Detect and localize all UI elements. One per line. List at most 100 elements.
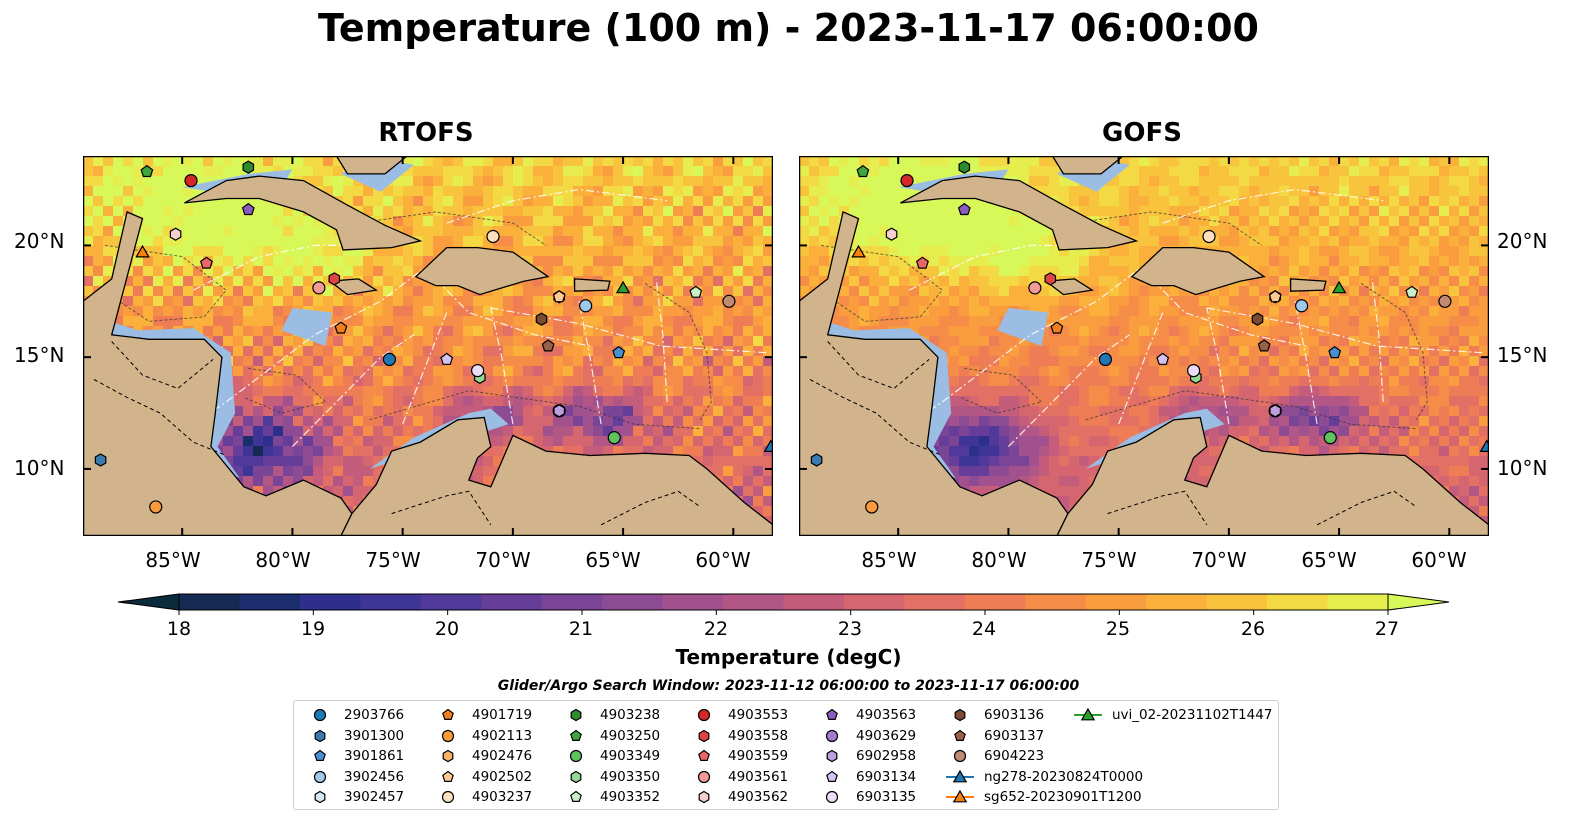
bathymetry-contour (1360, 282, 1428, 421)
legend-symbol[interactable] (825, 790, 839, 804)
legend-symbol[interactable] (442, 708, 454, 720)
legend-symbol[interactable] (314, 729, 326, 742)
float-marker-4903250[interactable] (140, 164, 154, 178)
legend-symbol[interactable] (570, 770, 582, 783)
float-marker-6904223[interactable] (722, 294, 736, 308)
legend-symbol[interactable] (314, 749, 326, 761)
legend-symbol[interactable] (698, 790, 710, 804)
float-marker-3902456[interactable] (1295, 299, 1309, 313)
float-marker-6902958[interactable] (553, 404, 565, 418)
float-marker-4902502[interactable] (552, 290, 566, 303)
float-marker-4903558[interactable] (328, 272, 341, 286)
figure-title: Temperature (100 m) - 2023-11-17 06:00:0… (317, 6, 1259, 50)
panel-title-gofs: GOFS (1102, 118, 1182, 148)
gofs-map[interactable] (799, 156, 1489, 536)
float-marker-6903135[interactable] (1187, 363, 1201, 378)
float-marker-4903563[interactable] (241, 202, 255, 216)
float-marker-4903349[interactable] (607, 431, 621, 445)
float-marker-4903238[interactable] (958, 160, 971, 174)
bathymetry-contour (243, 367, 327, 414)
float-marker-4903559[interactable] (915, 256, 929, 269)
float-marker-3901300[interactable] (810, 453, 823, 467)
legend-symbol[interactable] (570, 708, 582, 722)
legend-symbol[interactable] (570, 790, 582, 802)
float-marker-4903561[interactable] (312, 281, 326, 295)
legend-symbol[interactable] (826, 749, 838, 763)
float-marker-6903134[interactable] (440, 352, 454, 365)
legend-symbol[interactable] (952, 769, 968, 782)
float-marker-sg652-20230901T1200[interactable] (851, 244, 866, 258)
legend-symbol[interactable] (954, 729, 966, 741)
float-marker-3902456[interactable] (579, 299, 593, 313)
legend-symbol[interactable] (697, 708, 711, 722)
float-marker-sg652-20230901T1200[interactable] (135, 244, 150, 258)
legend-label: 4902113 (472, 727, 533, 744)
float-marker-4903553[interactable] (184, 173, 198, 188)
float-marker-4901719[interactable] (1050, 321, 1064, 334)
float-marker-6903135[interactable] (471, 363, 485, 378)
legend-symbol[interactable] (826, 708, 838, 720)
legend-symbol[interactable] (442, 770, 454, 782)
float-marker-4903238[interactable] (242, 160, 255, 174)
float-marker-4903553[interactable] (900, 173, 914, 188)
float-marker-6904223[interactable] (1438, 294, 1452, 308)
float-marker-2903766[interactable] (382, 352, 397, 367)
float-marker-3901861[interactable] (612, 345, 626, 359)
legend-symbol[interactable] (441, 729, 455, 742)
float-marker-3901300[interactable] (94, 453, 107, 467)
legend-label: 4903629 (856, 727, 917, 744)
legend-symbol[interactable] (442, 749, 454, 763)
rtofs-map[interactable] (83, 156, 773, 536)
lat-label-20n-right: 20°N (1497, 229, 1548, 253)
float-marker-4902113[interactable] (865, 500, 879, 514)
legend-marker-icon (569, 749, 583, 763)
float-marker-4902113[interactable] (149, 500, 163, 514)
float-marker-6902958[interactable] (1269, 404, 1281, 418)
legend-symbol[interactable] (569, 749, 583, 763)
float-marker-uvi_02-20231102T1447[interactable] (615, 280, 631, 294)
float-marker-4903352[interactable] (1405, 285, 1419, 298)
float-marker-4903562[interactable] (885, 227, 898, 241)
float-marker-ng278-20230824T0000[interactable] (1479, 439, 1489, 452)
legend-marker-icon (441, 790, 455, 804)
float-marker-4903237[interactable] (486, 229, 500, 244)
legend-symbol[interactable] (826, 770, 838, 782)
legend-symbol[interactable] (952, 789, 968, 803)
float-marker-6903136[interactable] (535, 312, 548, 326)
legend-symbol[interactable] (698, 749, 710, 761)
float-marker-4903250[interactable] (856, 164, 870, 178)
float-marker-4901719[interactable] (334, 321, 348, 334)
eez-boundary (402, 312, 448, 425)
legend-symbol[interactable] (698, 729, 710, 742)
float-marker-4903561[interactable] (1028, 281, 1042, 295)
float-marker-6903137[interactable] (1257, 339, 1271, 352)
legend-symbol[interactable] (441, 790, 455, 804)
legend-symbol[interactable] (1080, 707, 1096, 721)
float-marker-3901861[interactable] (1328, 345, 1342, 359)
float-marker-4903563[interactable] (957, 202, 971, 216)
legend-symbol[interactable] (697, 770, 711, 783)
legend-symbol[interactable] (954, 708, 966, 722)
float-marker-4902502[interactable] (1268, 290, 1282, 303)
float-marker-6903137[interactable] (541, 339, 555, 352)
bathymetry-contour (104, 244, 228, 322)
legend-symbol[interactable] (313, 770, 327, 783)
float-marker-ng278-20230824T0000[interactable] (763, 439, 773, 452)
float-marker-4903352[interactable] (689, 285, 703, 298)
bathymetry-contour (358, 211, 547, 246)
float-marker-2903766[interactable] (1098, 352, 1113, 367)
float-marker-4903237[interactable] (1202, 229, 1216, 244)
colorbar-segment (239, 594, 301, 610)
float-marker-6903134[interactable] (1156, 352, 1170, 365)
legend-symbol[interactable] (314, 790, 326, 804)
float-marker-4903559[interactable] (199, 256, 213, 269)
float-marker-4903562[interactable] (169, 227, 182, 241)
legend-symbol[interactable] (825, 729, 839, 742)
float-marker-4903558[interactable] (1044, 272, 1057, 286)
float-marker-6903136[interactable] (1251, 312, 1264, 326)
legend-symbol[interactable] (953, 749, 967, 763)
legend-symbol[interactable] (570, 729, 582, 741)
float-marker-4903349[interactable] (1323, 431, 1337, 445)
float-marker-uvi_02-20231102T1447[interactable] (1331, 280, 1347, 294)
legend-symbol[interactable] (313, 708, 327, 722)
